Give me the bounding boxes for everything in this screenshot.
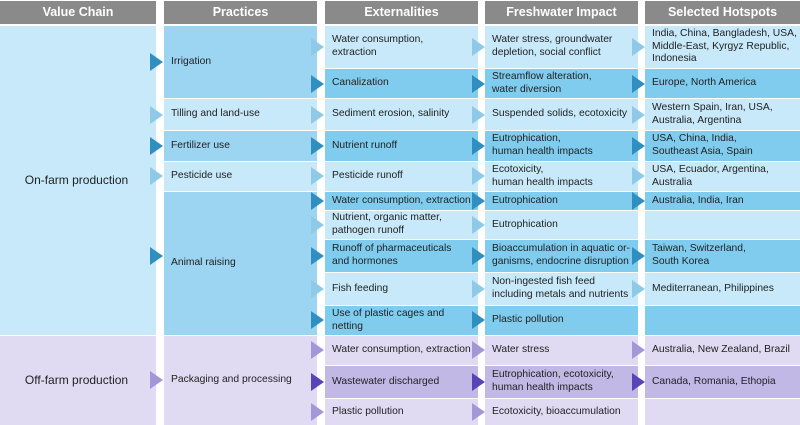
arrow-right-icon [311,192,324,210]
hotspot-wastewater: Canada, Romania, Ethopia [645,366,800,398]
hotspot-empty-3 [645,399,800,425]
arrow-right-icon [632,373,645,391]
arrow-right-icon [632,106,645,124]
externality-canalization: Canalization [325,69,478,98]
impact-ecotoxicity-bioaccumulation: Ecotoxicity, bioaccumulation [485,399,638,425]
arrow-right-icon [472,106,485,124]
arrow-right-icon [311,311,324,329]
arrow-right-icon [472,75,485,93]
externality-plastic-pollution: Plastic pollution [325,399,478,425]
practice-pesticide: Pesticide use [164,162,317,191]
arrow-right-icon [311,106,324,124]
impact-eutrophication-health: Eutrophication, human health impacts [485,131,638,161]
externality-water-consumption: Water consumption, extraction [325,26,478,68]
arrow-right-icon [632,137,645,155]
externality-sediment-erosion: Sediment erosion, salinity [325,99,478,130]
externality-nutrient-organic: Nutrient, organic matter, pathogen runof… [325,211,478,239]
externality-pharmaceuticals: Runoff of pharmaceuticals and hormones [325,240,478,272]
practice-irrigation: Irrigation [164,26,317,98]
arrow-right-icon [311,373,324,391]
impact-non-ingested-feed: Non-ingested fish feed including metals … [485,273,638,305]
arrow-right-icon [632,192,645,210]
hotspot-empty-2 [645,306,800,335]
arrow-right-icon [311,216,324,234]
arrow-right-icon [311,137,324,155]
arrow-right-icon [311,75,324,93]
externality-nutrient-runoff: Nutrient runoff [325,131,478,161]
arrow-right-icon [632,167,645,185]
arrow-right-icon [472,341,485,359]
impact-suspended-solids: Suspended solids, ecotoxicity [485,99,638,130]
hotspot-tilling: Western Spain, Iran, USA, Australia, Arg… [645,99,800,130]
impact-water-stress-offfarm: Water stress [485,336,638,365]
impact-bioaccumulation: Bioaccumulation in aquatic or- ganisms, … [485,240,638,272]
impact-ecotoxicity-health: Ecotoxicity, human health impacts [485,162,638,191]
hotspot-irrigation: India, China, Bangladesh, USA, Middle-Ea… [645,26,800,68]
hotspot-pharmaceuticals: Taiwan, Switzerland, South Korea [645,240,800,272]
arrow-right-icon [472,247,485,265]
impact-streamflow: Streamflow alteration, water diversion [485,69,638,98]
impact-eutrophication-1: Eutrophication [485,192,638,210]
arrow-right-icon [472,192,485,210]
hotspot-offfarm-water: Australia, New Zealand, Brazil [645,336,800,365]
arrow-right-icon [311,167,324,185]
impact-eutrophication-2: Eutrophication [485,211,638,239]
arrow-right-icon [472,280,485,298]
arrow-right-icon [311,247,324,265]
hotspot-empty-1 [645,211,800,239]
arrow-right-icon [632,341,645,359]
impact-water-stress: Water stress, groundwater depletion, soc… [485,26,638,68]
arrow-right-icon [311,341,324,359]
practice-fertilizer: Fertilizer use [164,131,317,161]
arrow-right-icon [472,167,485,185]
arrow-right-icon [150,53,163,71]
header-practices: Practices [164,1,317,24]
impact-eutrophication-ecotoxicity: Eutrophication, ecotoxicity, human healt… [485,366,638,398]
externality-fish-feeding: Fish feeding [325,273,478,305]
arrow-right-icon [311,403,324,421]
header-value-chain: Value Chain [0,1,156,24]
arrow-right-icon [632,247,645,265]
practice-packaging: Packaging and processing [164,336,317,425]
hotspot-fertilizer: USA, China, India, Southeast Asia, Spain [645,131,800,161]
hotspot-canalization: Europe, North America [645,69,800,98]
arrow-right-icon [472,403,485,421]
hotspot-animal-water: Australia, India, Iran [645,192,800,210]
arrow-right-icon [632,280,645,298]
arrow-right-icon [150,106,163,124]
practice-tilling: Tilling and land-use [164,99,317,130]
header-externalities: Externalities [325,1,478,24]
hotspot-pesticide: USA, Ecuador, Argentina, Australia [645,162,800,191]
arrow-right-icon [632,38,645,56]
arrow-right-icon [311,38,324,56]
value-chain-off-farm: Off-farm production [0,336,156,425]
hotspot-fish-feeding: Mediterranean, Philippines [645,273,800,305]
arrow-right-icon [150,247,163,265]
arrow-right-icon [472,216,485,234]
arrow-right-icon [150,137,163,155]
externality-pesticide-runoff: Pesticide runoff [325,162,478,191]
arrow-right-icon [472,311,485,329]
arrow-right-icon [632,75,645,93]
arrow-right-icon [150,371,163,389]
externality-wastewater: Wastewater discharged [325,366,478,398]
externality-water-consumption-animal: Water consumption, extraction [325,192,478,210]
impact-plastic-pollution: Plastic pollution [485,306,638,335]
arrow-right-icon [150,167,163,185]
arrow-right-icon [472,373,485,391]
header-freshwater-impact: Freshwater Impact [485,1,638,24]
externality-water-consumption-offfarm: Water consumption, extraction [325,336,478,365]
header-selected-hotspots: Selected Hotspots [645,1,800,24]
arrow-right-icon [472,137,485,155]
arrow-right-icon [472,38,485,56]
value-chain-on-farm: On-farm production [0,26,156,335]
externality-plastic-cages: Use of plastic cages and netting [325,306,478,335]
practice-animal-raising: Animal raising [164,192,317,335]
arrow-right-icon [311,280,324,298]
